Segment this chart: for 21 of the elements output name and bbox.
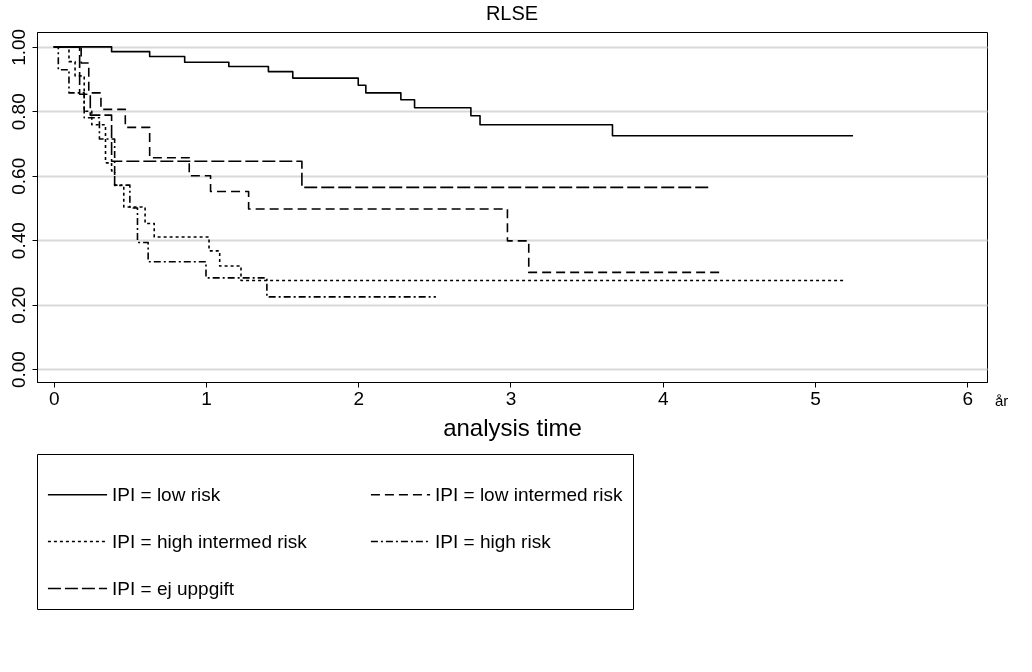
- y-tick-label: 0.20: [7, 286, 29, 324]
- x-tick-label: 4: [657, 387, 669, 409]
- y-tick-label: 1.00: [7, 28, 29, 66]
- x-tick-label: 2: [353, 387, 365, 409]
- x-tick-label: 5: [810, 387, 821, 409]
- x-tick-label: 1: [201, 387, 212, 409]
- y-tick-label: 0.40: [7, 222, 29, 260]
- y-tick-label: 0.00: [7, 351, 29, 389]
- x-tick-label: 0: [48, 387, 60, 409]
- legend-label: IPI = high intermed risk: [112, 530, 308, 552]
- y-tick-label: 0.60: [7, 157, 29, 195]
- legend-label: IPI = low intermed risk: [435, 483, 623, 505]
- legend-label: IPI = low risk: [112, 483, 221, 505]
- chart-title: RLSE: [485, 2, 539, 25]
- y-tick-label: 0.80: [7, 93, 29, 131]
- x-tick-label: 6: [962, 387, 973, 409]
- x-axis-title: analysis time: [443, 413, 582, 441]
- legend-label: IPI = high risk: [435, 530, 552, 552]
- legend-label: IPI = ej uppgift: [112, 577, 235, 599]
- x-tick-label: 3: [505, 387, 517, 409]
- text: år: [995, 392, 1009, 409]
